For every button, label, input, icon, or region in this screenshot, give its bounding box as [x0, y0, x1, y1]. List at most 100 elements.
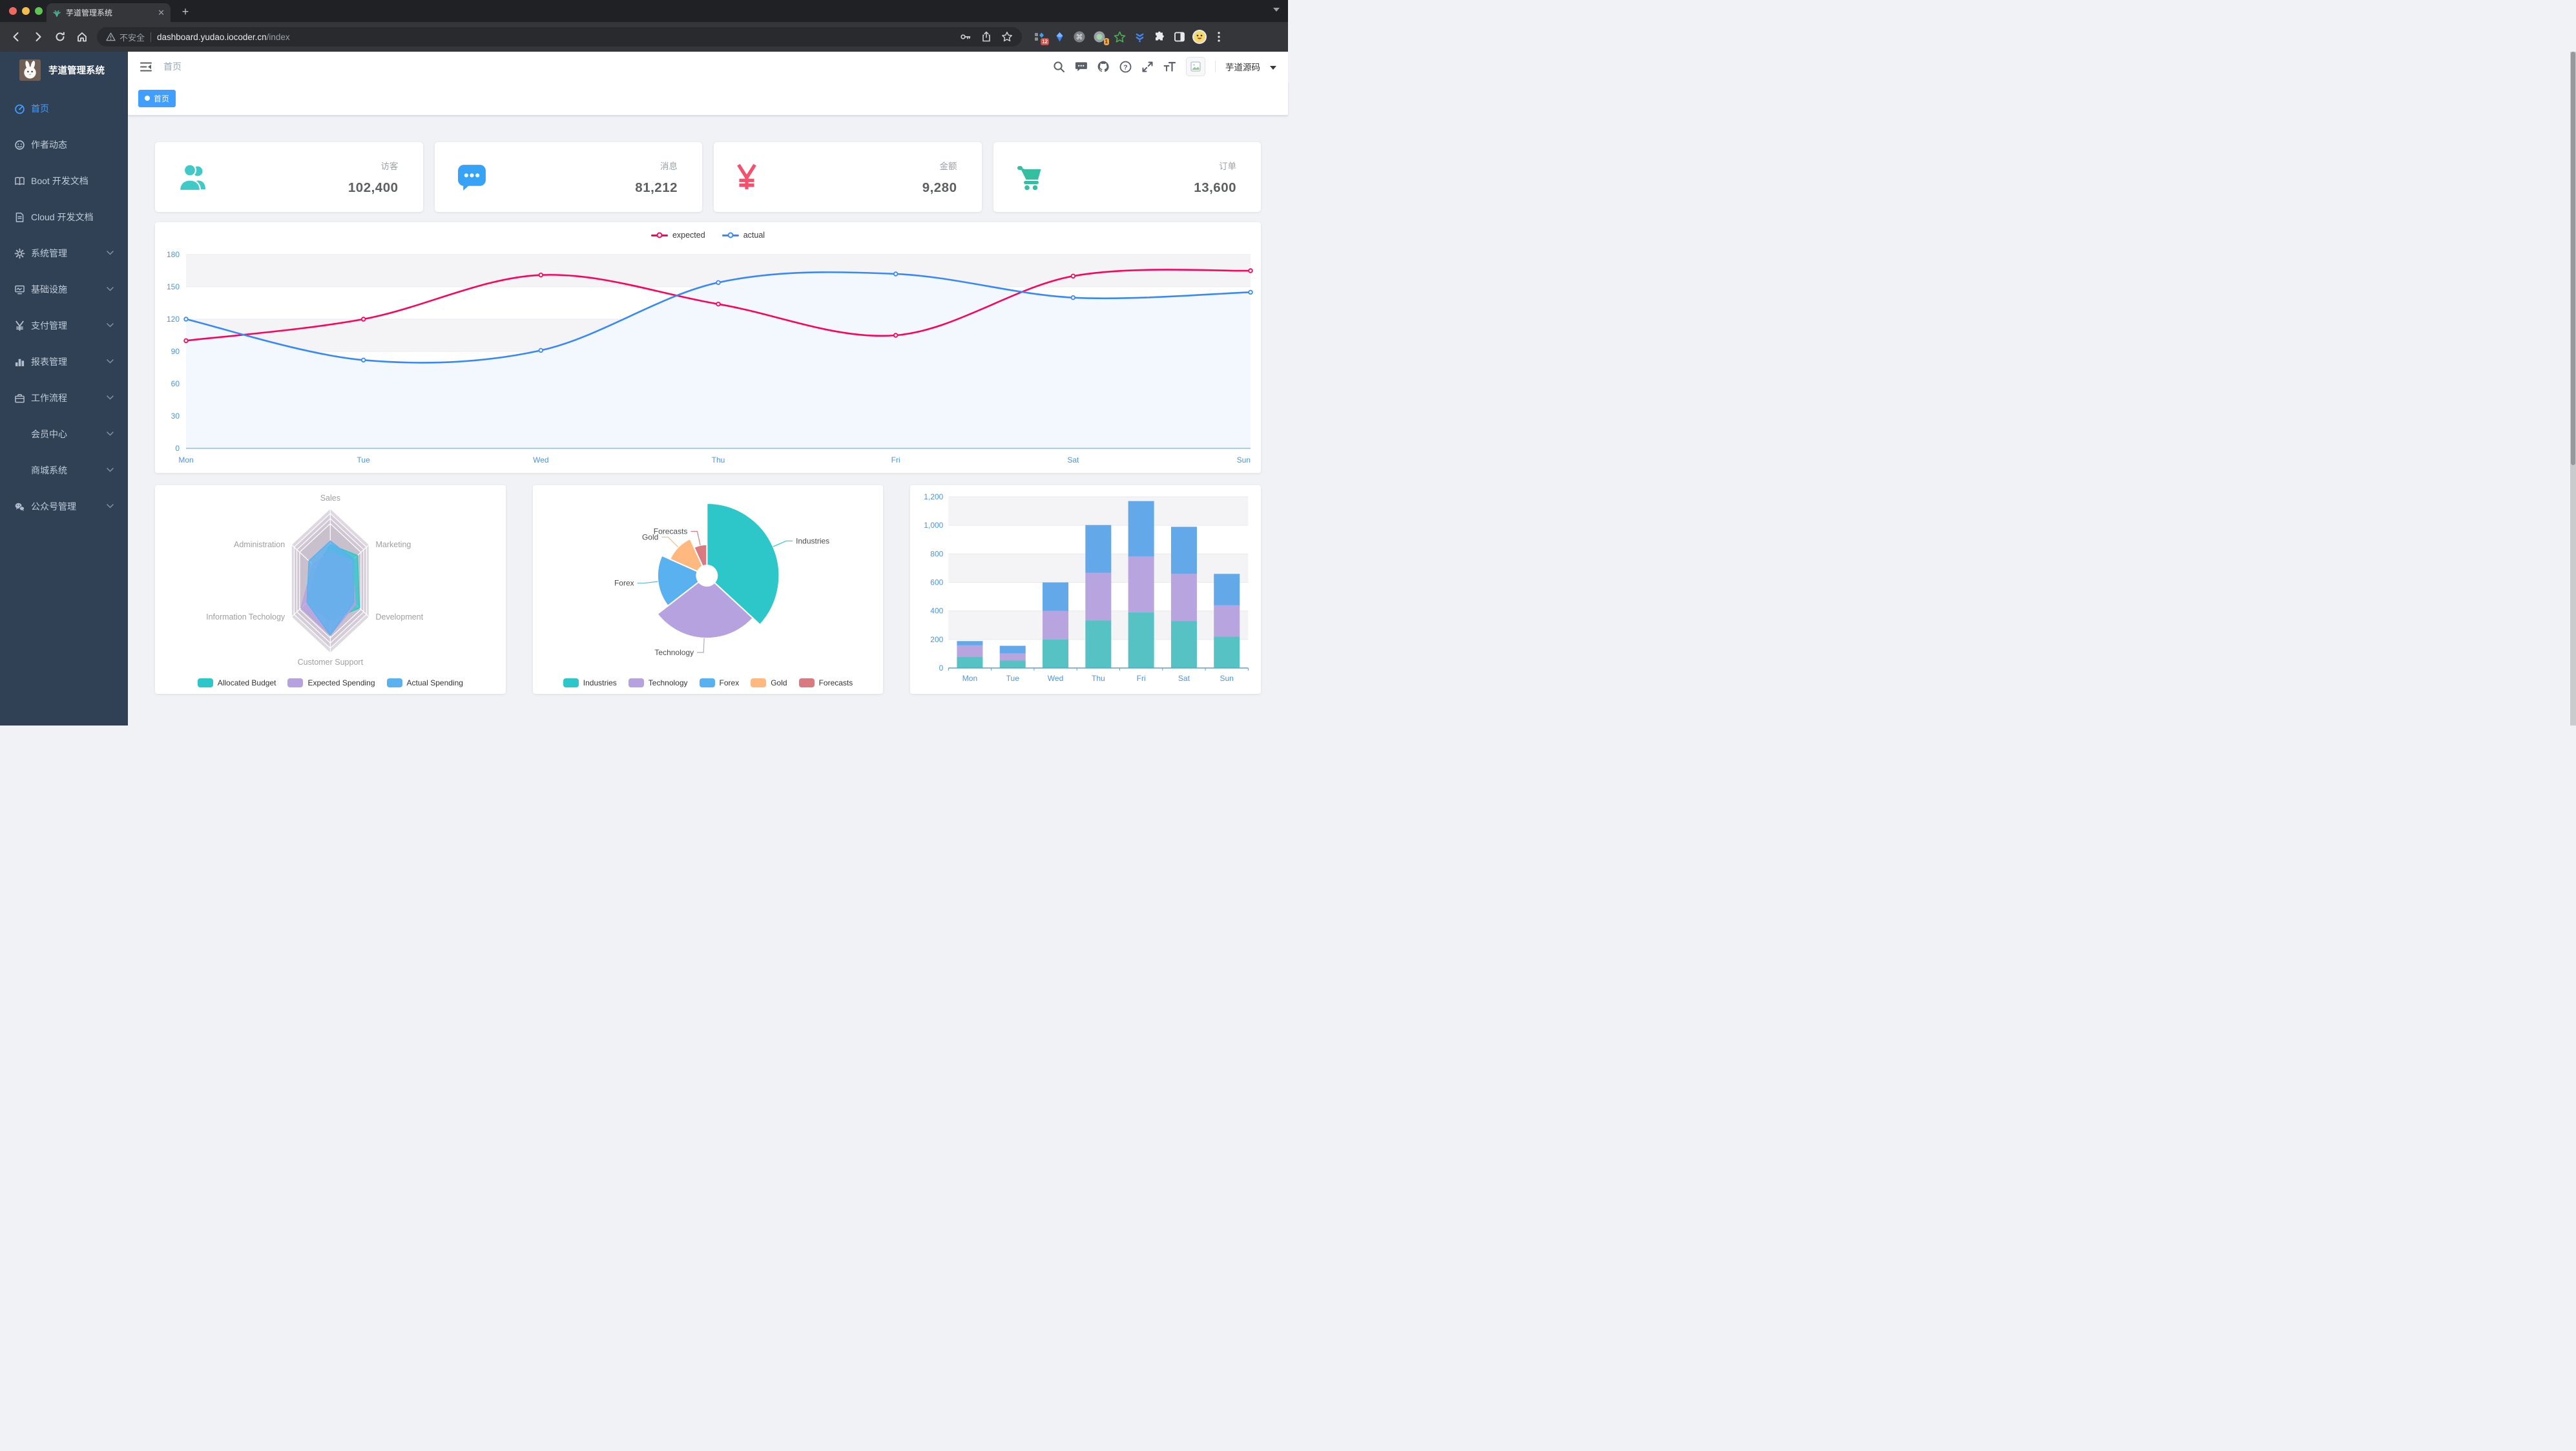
github-icon[interactable] — [1097, 60, 1110, 73]
extension-balloon-icon[interactable] — [1051, 28, 1068, 45]
legend-item-actual[interactable]: actual — [722, 231, 765, 240]
line-chart-legend: expected actual — [155, 231, 1261, 240]
sidebar-item-author[interactable]: 作者动态 — [0, 127, 128, 163]
legend-item-allocated-budget[interactable]: Allocated Budget — [197, 678, 276, 687]
window-minimize-button[interactable] — [22, 7, 30, 15]
browser-menu-icon[interactable] — [1213, 28, 1225, 45]
help-icon[interactable]: ? — [1119, 61, 1132, 73]
sidebar-item-label: 作者动态 — [31, 140, 67, 150]
divider — [1215, 61, 1216, 72]
sidebar-item-mall[interactable]: 商城系统 — [0, 452, 128, 488]
browser-toolbar: 不安全 dashboard.yudao.iocoder.cn/index 12 … — [0, 22, 1288, 52]
extension-chevrons-icon[interactable] — [1131, 28, 1148, 45]
sidebar-item-boot-docs[interactable]: Boot 开发文档 — [0, 163, 128, 199]
legend-item-expected-spending[interactable]: Expected Spending — [287, 678, 375, 687]
extensions-puzzle-icon[interactable] — [1151, 28, 1168, 45]
sidebar-item-label: 基础设施 — [31, 284, 67, 295]
radar-chart: Sales Administration Information Techology… — [155, 485, 506, 669]
chevron-down-icon — [107, 323, 114, 328]
back-icon[interactable] — [6, 27, 26, 47]
new-tab-button[interactable]: + — [182, 5, 189, 18]
svg-text:Development: Development — [375, 612, 423, 621]
card-value: 9,280 — [922, 180, 957, 195]
sidebar-item-label: Boot 开发文档 — [31, 176, 88, 186]
svg-text:?: ? — [1123, 63, 1127, 71]
bookmark-star-icon[interactable] — [1001, 31, 1013, 43]
password-key-icon[interactable] — [960, 31, 971, 43]
legend-item-industries[interactable]: Industries — [563, 678, 617, 687]
user-avatar[interactable] — [1186, 57, 1205, 76]
browser-tab[interactable]: 芋道管理系统 ✕ — [47, 3, 171, 22]
security-warning-icon[interactable] — [106, 32, 116, 41]
extension-command-icon[interactable]: ⌘ — [1071, 28, 1088, 45]
wechat-icon — [14, 501, 25, 512]
sidebar-item-home[interactable]: 首页 — [0, 90, 128, 127]
profile-avatar-icon[interactable] — [1191, 28, 1208, 45]
address-bar[interactable]: 不安全 dashboard.yudao.iocoder.cn/index — [97, 27, 1022, 47]
legend-item-expected[interactable]: expected — [650, 231, 705, 240]
svg-text:Sat: Sat — [1067, 455, 1079, 465]
tab-close-icon[interactable]: ✕ — [158, 7, 165, 17]
sidebar-item-label: 支付管理 — [31, 320, 67, 331]
tag-home[interactable]: 首页 — [138, 89, 176, 107]
svg-text:120: 120 — [167, 315, 180, 324]
legend-item-actual-spending[interactable]: Actual Spending — [386, 678, 463, 687]
svg-text:Tue: Tue — [357, 455, 371, 465]
user-menu-caret-icon[interactable] — [1270, 66, 1276, 70]
legend-item-forex[interactable]: Forex — [699, 678, 739, 687]
sidebar-item-wechat-mp[interactable]: 公众号管理 — [0, 488, 128, 525]
tab-title: 芋道管理系统 — [66, 8, 113, 17]
message-icon[interactable] — [1075, 61, 1087, 73]
card-messages[interactable]: 消息 81,212 — [434, 142, 702, 212]
sidebar-item-payment[interactable]: 支付管理 — [0, 308, 128, 344]
card-orders[interactable]: 订单 13,600 — [993, 142, 1261, 212]
chevron-down-icon — [107, 287, 114, 291]
card-value: 13,600 — [1194, 180, 1236, 195]
card-value: 81,212 — [635, 180, 678, 195]
reload-icon[interactable] — [50, 27, 70, 47]
sidebar-item-system[interactable]: 系统管理 — [0, 235, 128, 271]
svg-text:Information Techology: Information Techology — [206, 612, 286, 621]
svg-text:180: 180 — [167, 250, 180, 259]
people-icon — [14, 140, 25, 151]
card-money[interactable]: 金额 9,280 — [714, 142, 982, 212]
extension-recorder-icon[interactable]: 1 — [1091, 28, 1109, 45]
home-icon[interactable] — [72, 27, 92, 47]
extension-tags-icon[interactable]: 12 — [1031, 28, 1049, 45]
extension-star-icon[interactable] — [1111, 28, 1128, 45]
card-visitors[interactable]: 访客 102,400 — [155, 142, 423, 212]
svg-text:30: 30 — [171, 412, 180, 421]
share-icon[interactable] — [981, 31, 992, 43]
search-icon[interactable] — [1053, 61, 1065, 73]
svg-text:Gold: Gold — [642, 532, 658, 541]
legend-item-forecasts[interactable]: Forecasts — [798, 678, 853, 687]
pie-legend: Industries Technology Forex Gold Forecas… — [533, 678, 884, 687]
forward-icon[interactable] — [28, 27, 48, 47]
sidebar-item-cloud-docs[interactable]: Cloud 开发文档 — [0, 199, 128, 235]
sidebar-item-label: 报表管理 — [31, 357, 67, 367]
book-icon — [14, 176, 25, 187]
fullscreen-icon[interactable] — [1141, 61, 1154, 73]
legend-item-gold[interactable]: Gold — [751, 678, 787, 687]
sidebar-item-workflow[interactable]: 工作流程 — [0, 380, 128, 416]
page-scrollbar[interactable] — [2570, 52, 2576, 725]
breadcrumb[interactable]: 首页 — [163, 61, 182, 72]
window-zoom-button[interactable] — [35, 7, 43, 15]
window-close-button[interactable] — [9, 7, 17, 15]
sidebar-collapse-icon[interactable] — [140, 61, 152, 73]
bar-chart-panel: Mon Tue Wed Thu Fri Sat Sun 0 200 400 600 800 1,000 1… — [910, 485, 1262, 694]
legend-item-technology[interactable]: Technology — [628, 678, 688, 687]
sidebar-item-reports[interactable]: 报表管理 — [0, 344, 128, 380]
extension-badge: 12 — [1041, 38, 1049, 45]
bar-chart: Mon Tue Wed Thu Fri Sat Sun 0 200 400 600 800 1,000 1… — [910, 485, 1261, 694]
svg-text:Wed: Wed — [1048, 674, 1063, 683]
sidebar-item-infra[interactable]: 基础设施 — [0, 271, 128, 308]
svg-text:400: 400 — [931, 607, 944, 616]
scrollbar-thumb[interactable] — [2571, 52, 2575, 465]
tab-search-icon[interactable] — [1273, 8, 1280, 12]
user-name[interactable]: 芋道源码 — [1225, 63, 1260, 72]
app-logo[interactable]: 芋道管理系统 — [0, 52, 128, 88]
font-size-icon[interactable] — [1163, 61, 1176, 72]
sidebar-item-member[interactable]: 会员中心 — [0, 416, 128, 452]
sidebar-panel-icon[interactable] — [1171, 28, 1188, 45]
